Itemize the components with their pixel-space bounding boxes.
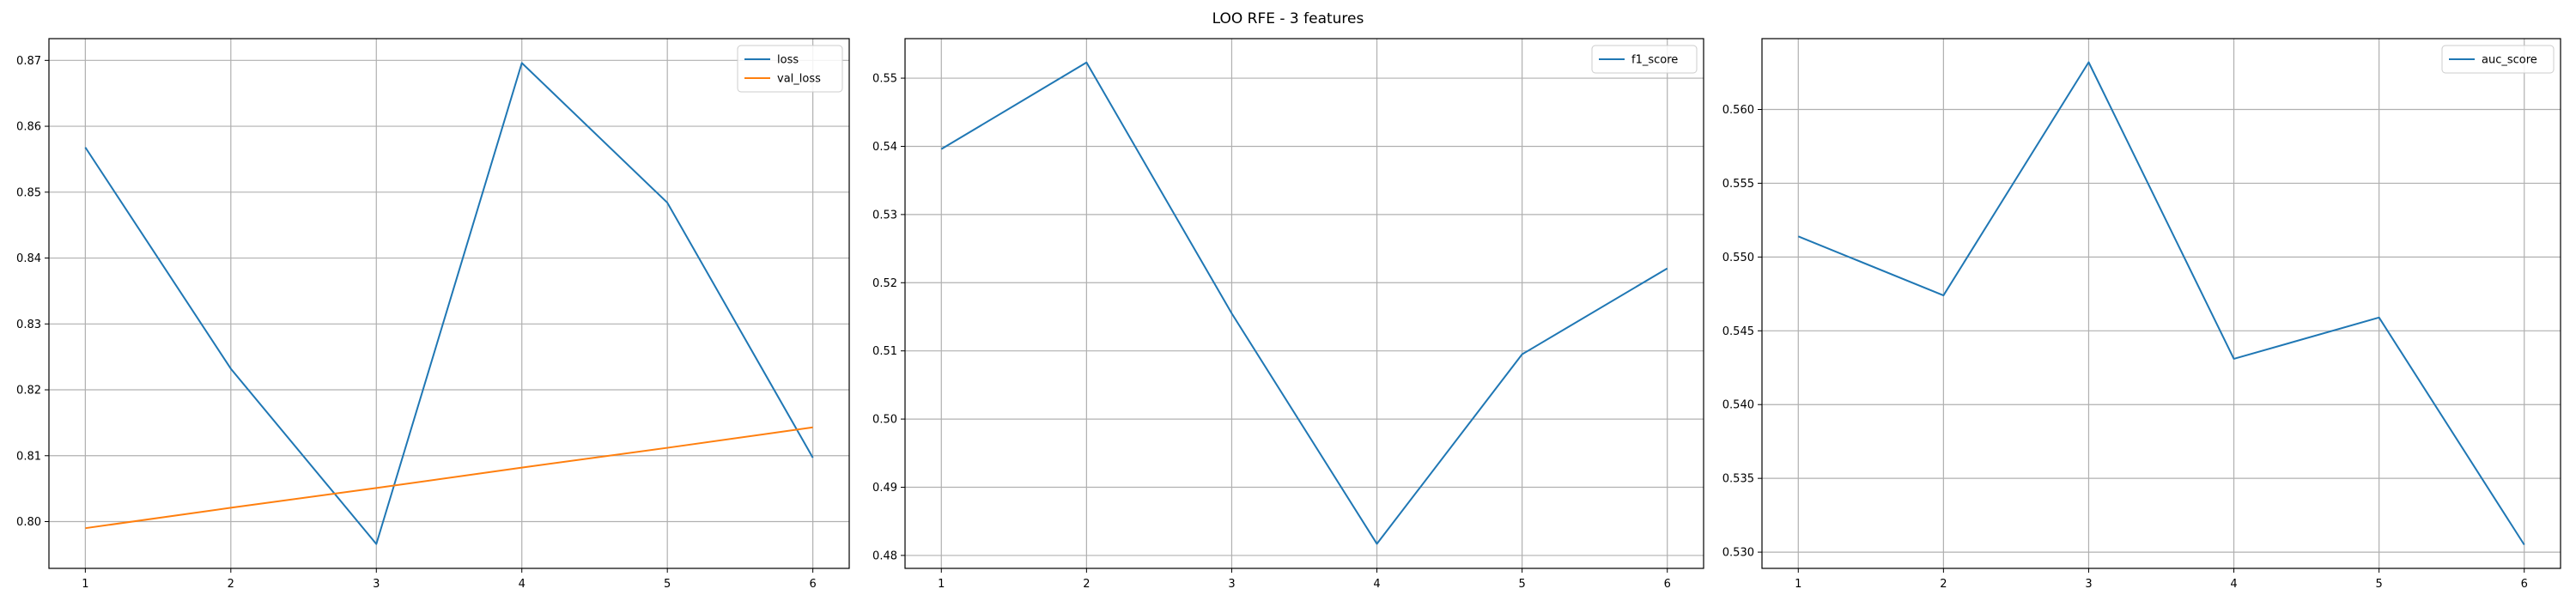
y-tick-label: 0.540 bbox=[1722, 399, 1754, 412]
y-tick-label: 0.83 bbox=[16, 319, 41, 331]
y-tick-label: 0.84 bbox=[16, 252, 41, 265]
legend: f1_score bbox=[1591, 45, 1698, 74]
y-tick-label: 0.560 bbox=[1722, 104, 1754, 117]
x-tick-label: 6 bbox=[2521, 578, 2528, 591]
x-tick-label: 2 bbox=[228, 578, 234, 591]
x-tick-label: 3 bbox=[1228, 578, 1235, 591]
y-tick-label: 0.535 bbox=[1722, 473, 1754, 486]
x-tick-label: 1 bbox=[82, 578, 88, 591]
x-tick-label: 3 bbox=[2085, 578, 2092, 591]
y-tick-label: 0.87 bbox=[16, 55, 41, 68]
y-tick-label: 0.55 bbox=[872, 73, 897, 86]
x-tick-label: 6 bbox=[1664, 578, 1671, 591]
x-tick-label: 5 bbox=[664, 578, 671, 591]
y-tick-label: 0.53 bbox=[872, 209, 897, 222]
legend: auc_score bbox=[2441, 45, 2555, 74]
subplot-2: 1 2 3 4 5 6 0.48 0.49 0.50 0.51 0.52 0.53 0.54 0.55 f1… bbox=[872, 38, 1704, 591]
y-tick-label: 0.545 bbox=[1722, 325, 1754, 338]
x-tick-label: 2 bbox=[1940, 578, 1947, 591]
y-tick-label: 0.54 bbox=[872, 141, 897, 154]
x-tick-label: 4 bbox=[1373, 578, 1380, 591]
series-line-loss bbox=[84, 62, 814, 545]
y-tick-label: 0.50 bbox=[872, 414, 897, 427]
x-tick-label: 4 bbox=[2230, 578, 2237, 591]
x-tick-label: 6 bbox=[809, 578, 816, 591]
x-tick-label: 1 bbox=[1795, 578, 1801, 591]
x-tick-label: 2 bbox=[1083, 578, 1090, 591]
legend-label: auc_score bbox=[2482, 54, 2537, 67]
series-line-auc_score bbox=[1797, 61, 2525, 546]
legend-label: loss bbox=[777, 54, 799, 67]
y-tick-label: 0.80 bbox=[16, 516, 41, 529]
y-tick-label: 0.51 bbox=[872, 345, 897, 358]
legend-box bbox=[1591, 45, 1698, 74]
x-tick-label: 5 bbox=[2375, 578, 2382, 591]
x-tick-label: 5 bbox=[1518, 578, 1525, 591]
series-line-val_loss bbox=[85, 426, 813, 530]
y-tick-label: 0.550 bbox=[1722, 252, 1754, 264]
series-line-f1_score bbox=[940, 61, 1668, 545]
subplots: 1 2 3 4 5 6 0.80 0.81 0.82 0.83 0.84 0.85 0.86 0.87 lo… bbox=[16, 38, 2561, 591]
legend-box bbox=[2441, 45, 2555, 74]
x-tick-label: 3 bbox=[373, 578, 380, 591]
axes-frame bbox=[1761, 38, 2561, 569]
x-tick-label: 4 bbox=[519, 578, 526, 591]
legend-label: val_loss bbox=[777, 73, 821, 86]
legend-box bbox=[737, 45, 843, 93]
y-tick-label: 0.81 bbox=[16, 450, 41, 463]
y-tick-label: 0.48 bbox=[872, 549, 897, 562]
subplot-1: 1 2 3 4 5 6 0.80 0.81 0.82 0.83 0.84 0.85 0.86 0.87 lo… bbox=[16, 38, 850, 591]
y-tick-label: 0.82 bbox=[16, 385, 41, 398]
legend: loss val_loss bbox=[737, 45, 843, 93]
y-tick-label: 0.49 bbox=[872, 482, 897, 495]
subplot-3: 1 2 3 4 5 6 0.530 0.535 0.540 0.545 0.550 0.555 0.56… bbox=[1722, 38, 2561, 591]
axes-frame bbox=[48, 38, 850, 569]
figure-title: LOO RFE - 3 features bbox=[1212, 10, 1364, 27]
y-tick-label: 0.52 bbox=[872, 277, 897, 290]
y-tick-label: 0.555 bbox=[1722, 178, 1754, 191]
axes-frame bbox=[904, 38, 1704, 569]
y-tick-label: 0.85 bbox=[16, 186, 41, 199]
x-tick-label: 1 bbox=[938, 578, 945, 591]
y-tick-label: 0.530 bbox=[1722, 547, 1754, 560]
legend-label: f1_score bbox=[1631, 54, 1678, 67]
y-tick-label: 0.86 bbox=[16, 121, 41, 134]
